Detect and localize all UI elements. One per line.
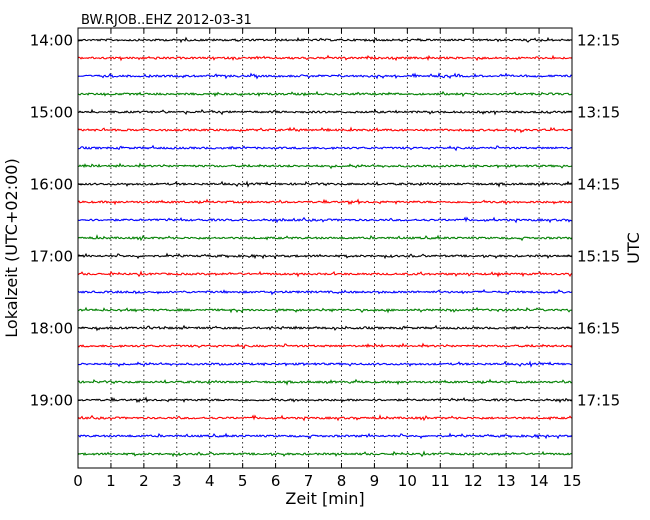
seismic-trace xyxy=(77,342,573,350)
y-tick-label-left: 17:00 xyxy=(30,248,73,266)
x-tick-label: 2 xyxy=(139,472,149,490)
y-axis-label-left: Lokalzeit (UTC+02:00) xyxy=(2,158,21,337)
y-tick-label-right: 16:15 xyxy=(577,320,620,338)
seismic-trace xyxy=(77,252,573,260)
y-tick-label-left: 19:00 xyxy=(30,392,73,410)
trace-group xyxy=(77,36,573,458)
x-tick-label: 8 xyxy=(337,472,347,490)
seismic-trace xyxy=(77,126,573,134)
seismic-trace xyxy=(77,360,573,368)
seismic-trace xyxy=(77,36,573,44)
x-tick-label: 9 xyxy=(370,472,380,490)
grid-lines xyxy=(110,28,540,468)
chart-title: BW.RJOB..EHZ 2012-03-31 xyxy=(81,13,252,28)
seismic-trace xyxy=(77,162,573,170)
seismic-trace xyxy=(77,108,573,116)
y-tick-label-right: 17:15 xyxy=(577,392,620,410)
x-tick-label: 13 xyxy=(497,472,516,490)
seismic-trace xyxy=(77,198,573,206)
seismic-trace xyxy=(77,90,573,98)
y-tick-label-right: 13:15 xyxy=(577,104,620,122)
y-tick-label-right: 12:15 xyxy=(577,32,620,50)
seismic-trace xyxy=(77,432,573,440)
y-tick-label-right: 15:15 xyxy=(577,248,620,266)
plot-frame xyxy=(77,27,573,469)
seismic-trace xyxy=(77,288,573,296)
x-tick-label: 10 xyxy=(398,472,417,490)
x-tick-label: 6 xyxy=(271,472,281,490)
y-tick-label-left: 14:00 xyxy=(30,32,73,50)
seismic-trace xyxy=(77,54,573,62)
x-tick-label: 4 xyxy=(205,472,215,490)
seismic-trace xyxy=(77,72,573,80)
x-tick-label: 12 xyxy=(464,472,483,490)
seismic-trace xyxy=(77,234,573,242)
seismic-trace xyxy=(77,144,573,152)
y-tick-label-right: 14:15 xyxy=(577,176,620,194)
x-tick-label: 11 xyxy=(431,472,450,490)
seismic-trace xyxy=(77,306,573,314)
seismic-trace xyxy=(77,180,573,188)
seismic-trace xyxy=(77,324,573,332)
seismic-trace xyxy=(77,378,573,386)
x-tick-label: 1 xyxy=(106,472,116,490)
y-tick-label-left: 16:00 xyxy=(30,176,73,194)
y-tick-label-left: 18:00 xyxy=(30,320,73,338)
seismic-trace xyxy=(77,414,573,422)
x-axis-label: Zeit [min] xyxy=(285,489,364,508)
seismic-trace xyxy=(77,216,573,224)
x-tick-label: 3 xyxy=(172,472,182,490)
x-tick-label: 0 xyxy=(73,472,83,490)
seismic-trace xyxy=(77,270,573,278)
x-tick-label: 5 xyxy=(238,472,248,490)
x-tick-label: 15 xyxy=(562,472,581,490)
seismic-trace xyxy=(77,396,573,404)
y-axis-label-right: UTC xyxy=(624,232,643,264)
y-tick-label-left: 15:00 xyxy=(30,104,73,122)
seismic-trace xyxy=(77,450,573,458)
tick-marks xyxy=(77,28,573,468)
x-tick-label: 14 xyxy=(530,472,549,490)
x-tick-label: 7 xyxy=(304,472,314,490)
